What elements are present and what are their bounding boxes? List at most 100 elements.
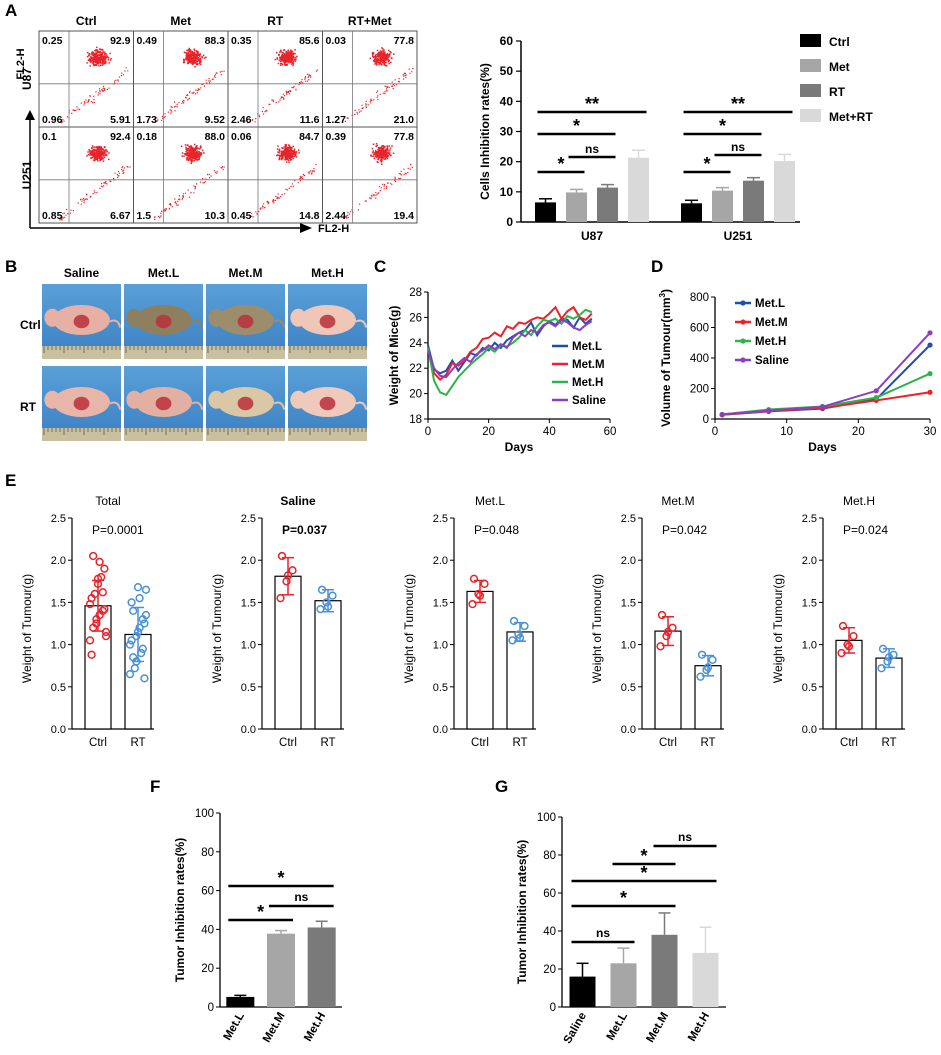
- chart-a-y-label: Cells Inhibition rates(%): [478, 63, 492, 200]
- e-data-point: [884, 653, 894, 662]
- e-data-point: [288, 566, 297, 575]
- flow-quadrant-ur: 85.6: [299, 35, 320, 47]
- e-y-tick-label: 2.0: [433, 555, 448, 567]
- e-data-point: [480, 579, 489, 588]
- e-data-point: [133, 627, 143, 637]
- e-category-label: RT: [881, 737, 896, 749]
- bar-chart-y-label: Tumor Inhibition rates(%): [515, 840, 529, 984]
- line-chart-x-tick-label: 20: [852, 426, 865, 438]
- line-legend-marker: [740, 319, 746, 325]
- e-y-label: Weight of Tumour(g): [20, 574, 34, 683]
- tumour-mark: [73, 314, 90, 329]
- flow-dot-cloud: [156, 47, 225, 122]
- flow-dot-cloud: [59, 145, 131, 221]
- line-chart-y-tick-label: 400: [690, 353, 709, 365]
- flow-quadrant-ur: 77.8: [394, 131, 415, 143]
- e-data-point: [668, 623, 677, 632]
- e-y-tick-label: 0.0: [51, 724, 66, 736]
- e-data-point: [89, 623, 98, 632]
- photo-row-label: RT: [20, 400, 37, 414]
- flow-quadrant-lr: 6.67: [110, 210, 131, 222]
- line-chart-y-tick-label: 0: [703, 414, 709, 426]
- e-data-point: [127, 598, 136, 607]
- panel-label-c: C: [374, 257, 386, 276]
- e-y-tick-label: 1.0: [241, 640, 256, 652]
- chart-a-y-tick-label: 0: [506, 215, 513, 229]
- bar-chart-y-tick-label: 80: [201, 847, 214, 859]
- photo-ruler: [124, 428, 203, 441]
- photo-ruler: [206, 346, 285, 359]
- flow-row-label: U251: [20, 160, 34, 189]
- flow-x-arrow: [300, 223, 312, 233]
- flow-quadrant-lr: 9.52: [205, 114, 226, 126]
- e-y-tick-label: 1.0: [621, 640, 636, 652]
- chart-a-category-label: U87: [581, 229, 603, 243]
- mouse-head: [44, 308, 61, 327]
- e-data-point: [92, 615, 101, 624]
- chart-a-legend-label: Ctrl: [829, 35, 850, 49]
- tumour-mark: [155, 314, 172, 329]
- line-legend-label: Met.M: [755, 317, 788, 329]
- e-data-point: [93, 574, 103, 583]
- e-subplot-title: Met.H: [843, 494, 875, 508]
- chart-a-legend-label: RT: [829, 85, 846, 99]
- bar-chart-bar: [307, 927, 336, 1007]
- e-data-point: [137, 648, 146, 658]
- bar-chart-bar: [226, 996, 255, 1007]
- bar-chart-category-label: Met.H: [302, 1011, 328, 1044]
- bar-chart-sig-label: ns: [678, 830, 692, 844]
- line-chart-y-label: Volume of Tumour(mm3): [658, 289, 673, 427]
- panel-label-b: B: [5, 257, 17, 276]
- bar-chart-y-tick-label: 60: [543, 888, 556, 900]
- e-data-point: [697, 650, 707, 659]
- line-point: [927, 330, 933, 336]
- panel-label-e: E: [5, 471, 16, 490]
- flow-cytometry-grid: Ctrl Met RT RT+Met U87 U251 FL2-H FL2-H 0.25 92.9…: [15, 14, 418, 235]
- e-data-point: [141, 585, 151, 594]
- line-legend-label: Met.L: [755, 298, 785, 310]
- tumour-mark: [155, 396, 172, 411]
- e-y-tick-label: 0.5: [621, 682, 636, 694]
- line-point: [873, 388, 879, 394]
- flow-quadrant-ll: 0.85: [42, 210, 63, 222]
- e-data-point: [509, 616, 519, 626]
- bar-chart-y-tick-label: 40: [543, 926, 556, 938]
- line-chart-x-tick-label: 0: [425, 426, 431, 438]
- flow-quadrant-ul: 0.03: [326, 35, 347, 47]
- chart-a-legend-swatch: [800, 84, 821, 97]
- photo-ruler: [206, 428, 285, 441]
- photo-ruler: [288, 346, 367, 359]
- line-legend-label: Met.H: [572, 377, 603, 389]
- chart-a-bar: [743, 180, 764, 222]
- mouse-photo-grid: Saline Met.L Met.M Met.H Ctrl RT: [20, 266, 368, 441]
- bar-chart-bar: [569, 976, 596, 1007]
- e-data-point: [323, 602, 333, 611]
- line-series-saline: [722, 332, 931, 416]
- flow-dot-cloud: [59, 46, 129, 124]
- photo-column-label: Saline: [64, 266, 100, 280]
- line-point: [927, 389, 933, 395]
- e-p-value: P=0.037: [282, 523, 327, 537]
- chart-a-sig-label: *: [557, 154, 564, 174]
- chart-a-legend-swatch: [800, 109, 821, 122]
- e-bar: [875, 657, 903, 730]
- line-chart-y-label-main: Volume of Tumour(mm: [659, 297, 673, 427]
- line-legend-marker: [740, 300, 746, 306]
- flow-quadrant-lr: 11.6: [300, 114, 320, 126]
- e-data-point: [283, 571, 293, 580]
- panel-label-f: F: [150, 777, 160, 796]
- line-legend-label: Met.H: [755, 336, 786, 348]
- flow-quadrant-ul: 0.49: [137, 35, 158, 47]
- line-chart-x-tick-label: 40: [543, 426, 556, 438]
- line-legend-label: Saline: [572, 395, 606, 407]
- mouse-tail: [191, 319, 204, 328]
- mouse-tail: [109, 401, 122, 410]
- mouse-tail: [355, 319, 368, 328]
- e-data-point: [276, 594, 285, 603]
- e-data-point: [843, 640, 852, 649]
- bar-chart-bar: [267, 933, 295, 1007]
- mouse-head: [290, 308, 307, 327]
- e-subplot-title: Met.M: [661, 494, 694, 508]
- flow-y-label: FL2-H: [15, 48, 27, 79]
- flow-dot-cloud: [247, 49, 318, 124]
